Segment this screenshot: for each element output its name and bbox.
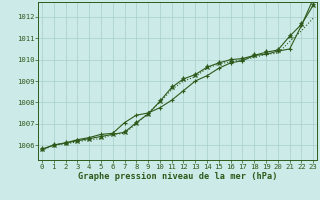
X-axis label: Graphe pression niveau de la mer (hPa): Graphe pression niveau de la mer (hPa) (78, 172, 277, 181)
